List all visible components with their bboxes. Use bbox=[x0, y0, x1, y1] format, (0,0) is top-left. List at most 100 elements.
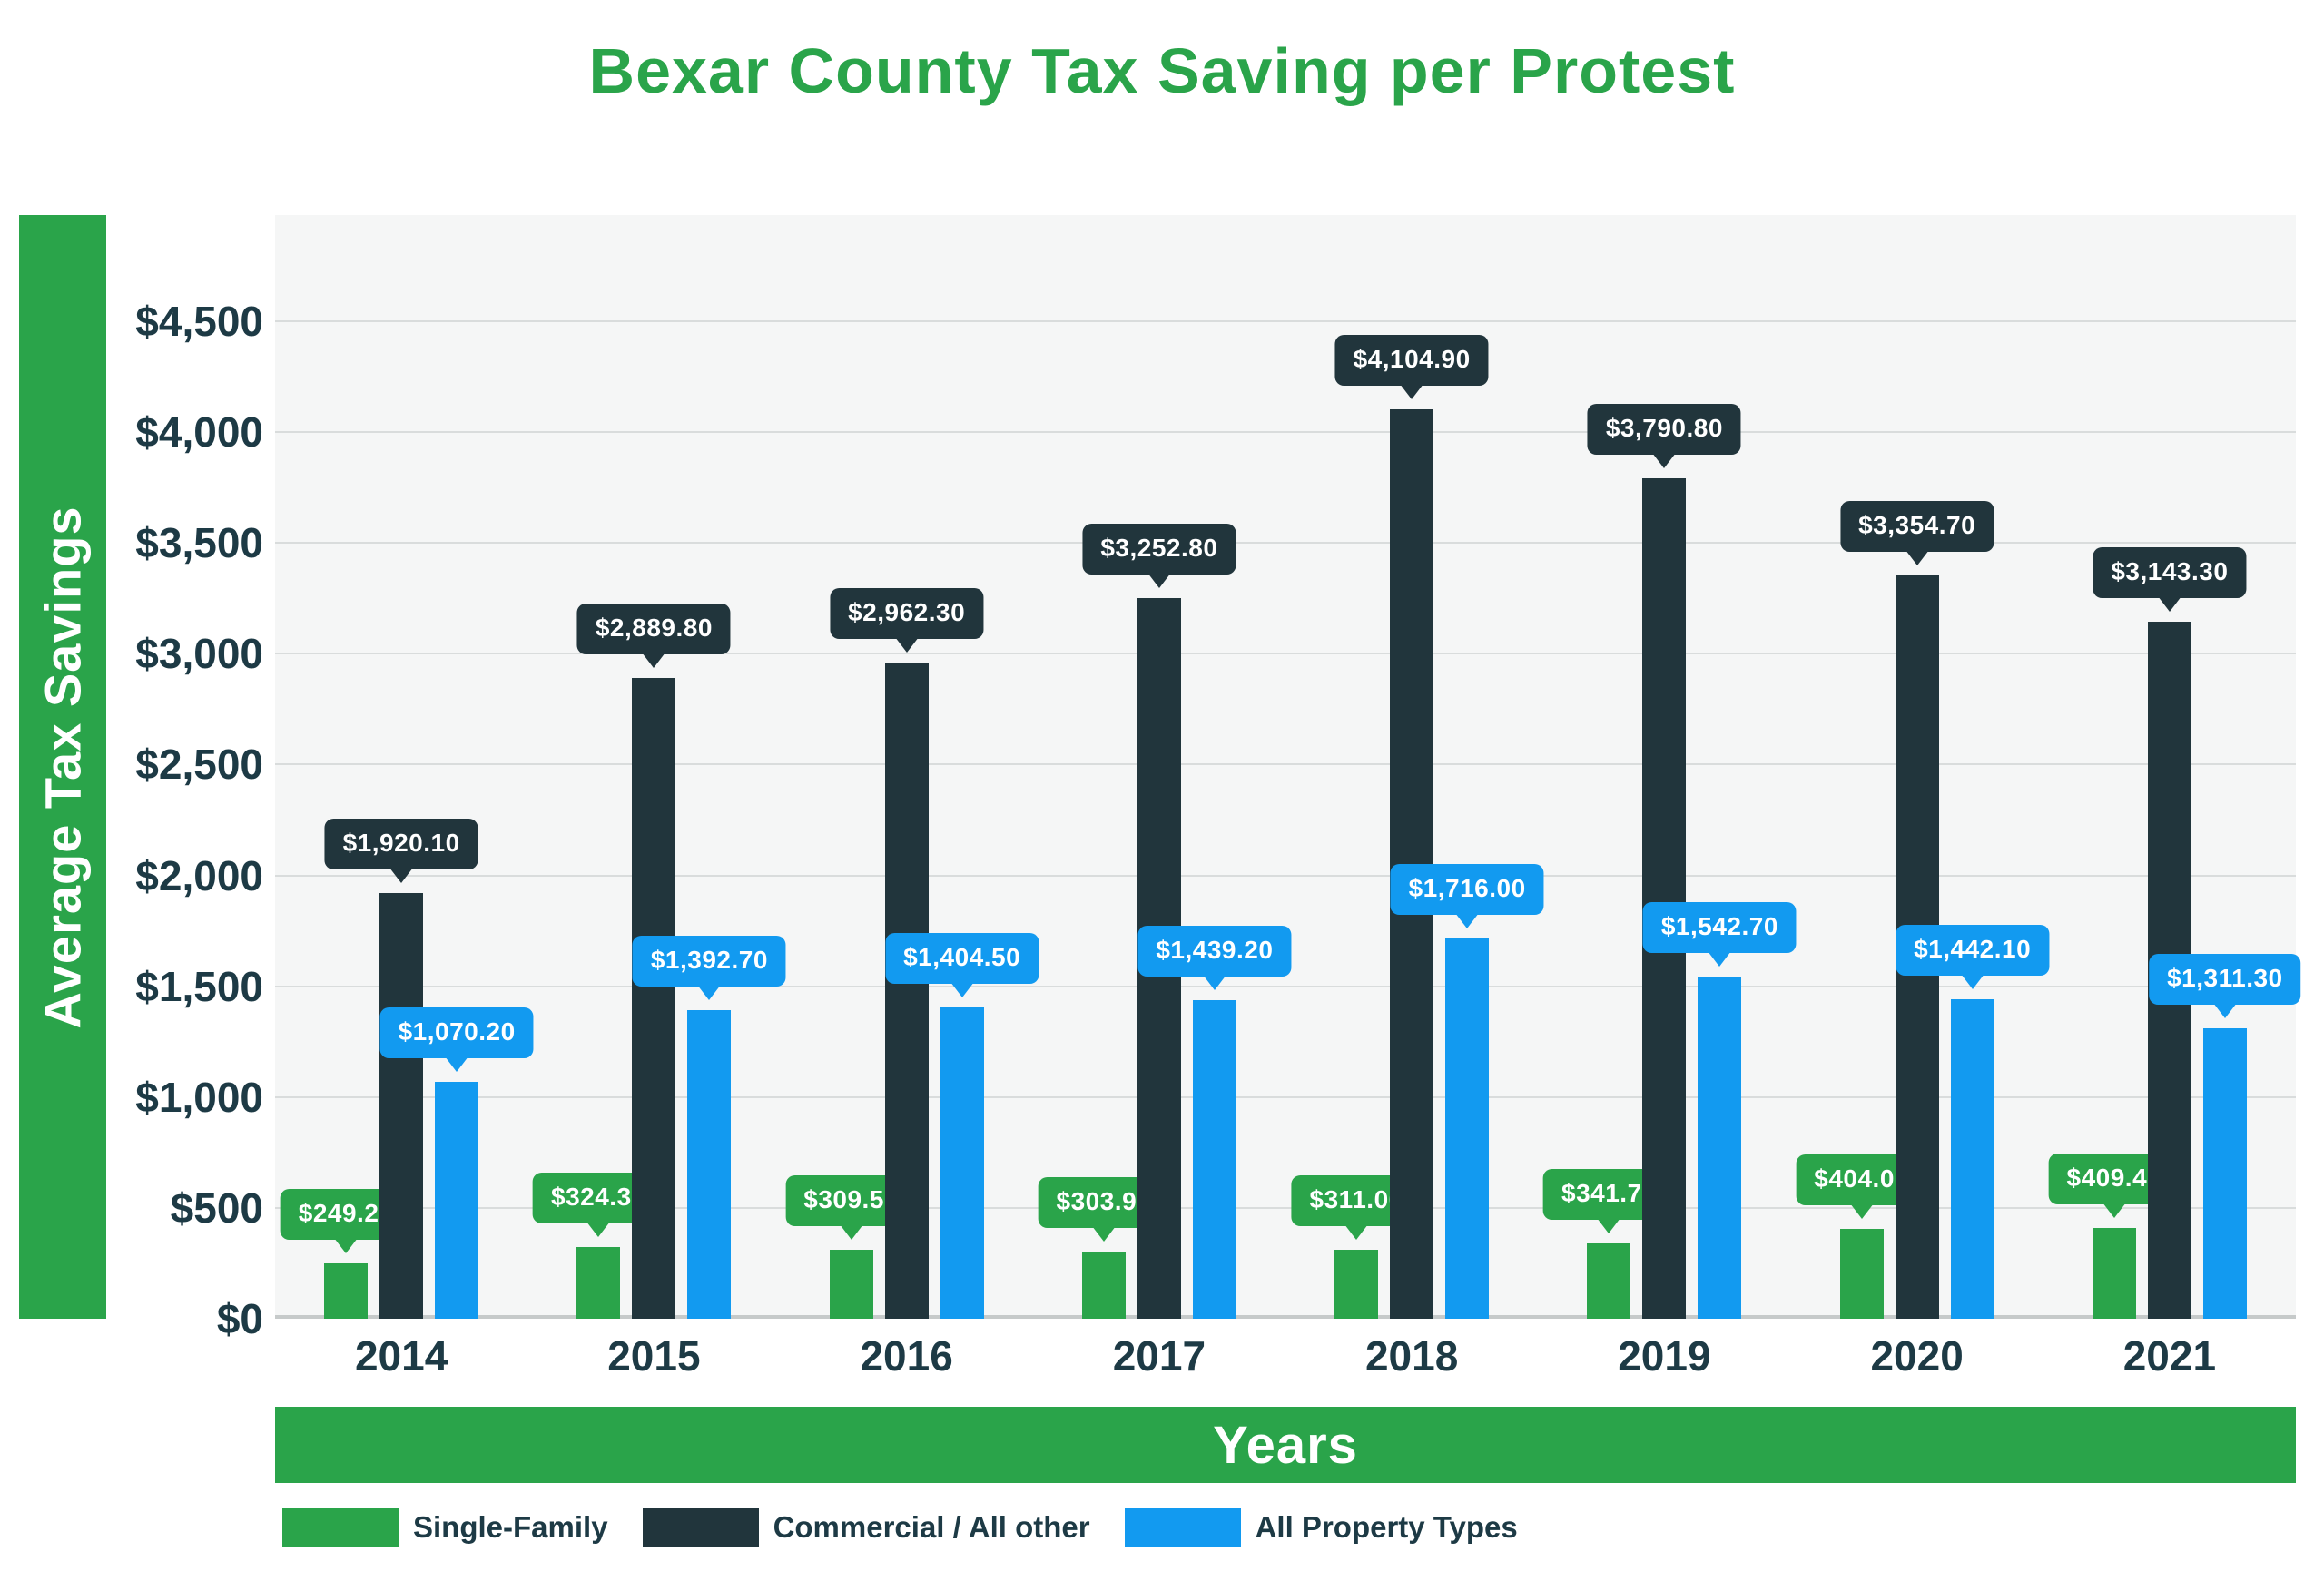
data-label-pointer bbox=[586, 1221, 611, 1237]
bar-group-2016: $309.50 $2,962.30 $1,404.50 bbox=[785, 215, 1039, 1319]
x-tick-label-2016: 2016 bbox=[860, 1332, 953, 1380]
bar-single-family-2018: $311.00 bbox=[1291, 1175, 1422, 1319]
data-label-pointer bbox=[1849, 1203, 1874, 1220]
x-axis-title-band: Years bbox=[275, 1407, 2296, 1483]
gridline bbox=[275, 763, 2296, 766]
bar-single-family-2015: $324.30 bbox=[533, 1172, 665, 1319]
data-label-bubble: $1,311.30 bbox=[2149, 953, 2301, 1005]
data-label-pointer bbox=[1597, 1217, 1621, 1233]
data-label-pointer bbox=[1400, 383, 1424, 399]
bar-single-family-2021: $409.40 bbox=[2048, 1154, 2181, 1319]
chart-title: Bexar County Tax Saving per Protest bbox=[588, 35, 1736, 106]
gridline bbox=[275, 985, 2296, 987]
bar-group-2017: $303.90 $3,252.80 $1,439.20 bbox=[1038, 215, 1292, 1319]
y-tick-label: $1,500 bbox=[135, 962, 263, 1010]
data-label-bubble: $1,439.20 bbox=[1137, 925, 1292, 977]
bar-group-2020: $404.00 $3,354.70 $1,442.10 bbox=[1796, 215, 2050, 1319]
data-label-bubble: $1,716.00 bbox=[1390, 863, 1544, 915]
data-label-pointer bbox=[2212, 1002, 2237, 1018]
data-label-bubble: $4,104.90 bbox=[1334, 334, 1489, 386]
bar-group-2019: $341.70 $3,790.80 $1,542.70 bbox=[1543, 215, 1797, 1319]
data-label-pointer bbox=[1455, 912, 1480, 928]
data-label-bubble: $1,442.10 bbox=[1896, 924, 2050, 976]
legend-label: Single-Family bbox=[413, 1510, 608, 1544]
bar-all-property-types-2020: $1,442.10 bbox=[1896, 924, 2050, 1319]
y-tick-label: $4,500 bbox=[135, 298, 263, 345]
bar-all-property-types-2014: $1,070.20 bbox=[379, 1007, 534, 1319]
bar-commercial-all-other-2016: $2,962.30 bbox=[830, 587, 984, 1319]
plot-area: $249.20 $1,920.10 $1,070.20 $324.30 $2,889.8… bbox=[275, 215, 2301, 1319]
gridline bbox=[275, 874, 2296, 877]
x-tick-label-2020: 2020 bbox=[1870, 1332, 1964, 1380]
data-label-pointer bbox=[894, 636, 919, 653]
bar-commercial-all-other-2014: $1,920.10 bbox=[324, 819, 478, 1319]
bar-all-property-types-2019: $1,542.70 bbox=[1642, 902, 1797, 1319]
data-label-pointer bbox=[1960, 973, 1984, 989]
y-tick-label: $1,000 bbox=[135, 1073, 263, 1121]
x-tick-label-2015: 2015 bbox=[607, 1332, 701, 1380]
bar-single-family-2019: $341.70 bbox=[1543, 1168, 1675, 1319]
y-tick-label: $3,000 bbox=[135, 630, 263, 678]
gridline bbox=[275, 1095, 2296, 1098]
legend-swatch bbox=[1124, 1508, 1241, 1547]
bar-group-2014: $249.20 $1,920.10 $1,070.20 bbox=[280, 215, 534, 1319]
data-label-pointer bbox=[1091, 1225, 1116, 1242]
bar-commercial-all-other-2015: $2,889.80 bbox=[576, 604, 731, 1319]
x-axis-baseline bbox=[275, 1315, 2296, 1319]
x-tick-label-2021: 2021 bbox=[2122, 1332, 2217, 1380]
y-axis-title-band: Average Tax Savings bbox=[19, 215, 106, 1319]
x-tick-label-2017: 2017 bbox=[1112, 1332, 1206, 1380]
data-label-bubble: $2,962.30 bbox=[830, 587, 984, 639]
bar-groups: $249.20 $1,920.10 $1,070.20 $324.30 $2,889.8… bbox=[275, 215, 2301, 1319]
gridline bbox=[275, 542, 2296, 545]
data-label-bubble: $2,889.80 bbox=[576, 604, 731, 655]
data-label-bubble: $1,542.70 bbox=[1642, 902, 1797, 954]
data-label-bubble: $1,920.10 bbox=[324, 819, 478, 870]
legend-item-single-family: Single-Family bbox=[282, 1508, 608, 1547]
data-label-bubble: $3,354.70 bbox=[1840, 500, 1994, 552]
legend-item-all-property-types: All Property Types bbox=[1124, 1508, 1518, 1547]
bar-single-family-2014: $249.20 bbox=[280, 1189, 412, 1319]
data-label-bubble: $3,143.30 bbox=[2093, 547, 2247, 599]
bar-all-property-types-2016: $1,404.50 bbox=[885, 933, 1039, 1319]
y-tick-label: $500 bbox=[170, 1183, 263, 1232]
bar-group-2015: $324.30 $2,889.80 $1,392.70 bbox=[533, 215, 786, 1319]
data-label-pointer bbox=[950, 982, 974, 997]
data-label-pointer bbox=[1905, 549, 1929, 565]
gridline bbox=[275, 1206, 2296, 1209]
legend: Single-Family Commercial / All other All P… bbox=[282, 1507, 1518, 1548]
y-tick-label: $3,500 bbox=[135, 519, 263, 567]
y-tick-label: $0 bbox=[216, 1295, 263, 1342]
x-tick-label-2019: 2019 bbox=[1618, 1332, 1711, 1380]
legend-swatch bbox=[282, 1508, 399, 1547]
data-label-pointer bbox=[334, 1238, 359, 1254]
legend-label: Commercial / All other bbox=[773, 1510, 1090, 1544]
data-label-pointer bbox=[1147, 572, 1171, 588]
bar-all-property-types-2018: $1,716.00 bbox=[1390, 863, 1544, 1319]
bar-group-2018: $311.00 $4,104.90 $1,716.00 bbox=[1291, 215, 1544, 1319]
data-label-pointer bbox=[1344, 1224, 1369, 1241]
bar-all-property-types-2017: $1,439.20 bbox=[1137, 925, 1292, 1319]
data-label-bubble: $1,404.50 bbox=[885, 933, 1039, 984]
legend-label: All Property Types bbox=[1255, 1510, 1518, 1544]
data-label-pointer bbox=[445, 1056, 469, 1072]
data-label-bubble: $1,070.20 bbox=[379, 1007, 534, 1058]
x-axis-title: Years bbox=[1213, 1415, 1358, 1475]
bar-commercial-all-other-2018: $4,104.90 bbox=[1334, 334, 1489, 1319]
data-label-pointer bbox=[697, 984, 722, 1000]
y-tick-label: $2,000 bbox=[135, 851, 263, 899]
bar-commercial-all-other-2019: $3,790.80 bbox=[1587, 404, 1741, 1319]
data-label-bubble: $3,252.80 bbox=[1082, 523, 1236, 575]
bar-all-property-types-2015: $1,392.70 bbox=[632, 935, 786, 1319]
data-label-pointer bbox=[2102, 1203, 2126, 1219]
data-label-bubble: $3,790.80 bbox=[1587, 404, 1741, 456]
gridline bbox=[275, 431, 2296, 434]
x-tick-label-2014: 2014 bbox=[354, 1332, 448, 1380]
data-label-bubble: $1,392.70 bbox=[632, 935, 786, 987]
bar-all-property-types-2021: $1,311.30 bbox=[2149, 953, 2301, 1319]
data-label-pointer bbox=[839, 1224, 863, 1241]
legend-item-commercial-all-other: Commercial / All other bbox=[642, 1508, 1090, 1547]
gridline bbox=[275, 320, 2296, 322]
bar-group-2021: $409.40 $3,143.30 $1,311.30 bbox=[2048, 215, 2301, 1319]
